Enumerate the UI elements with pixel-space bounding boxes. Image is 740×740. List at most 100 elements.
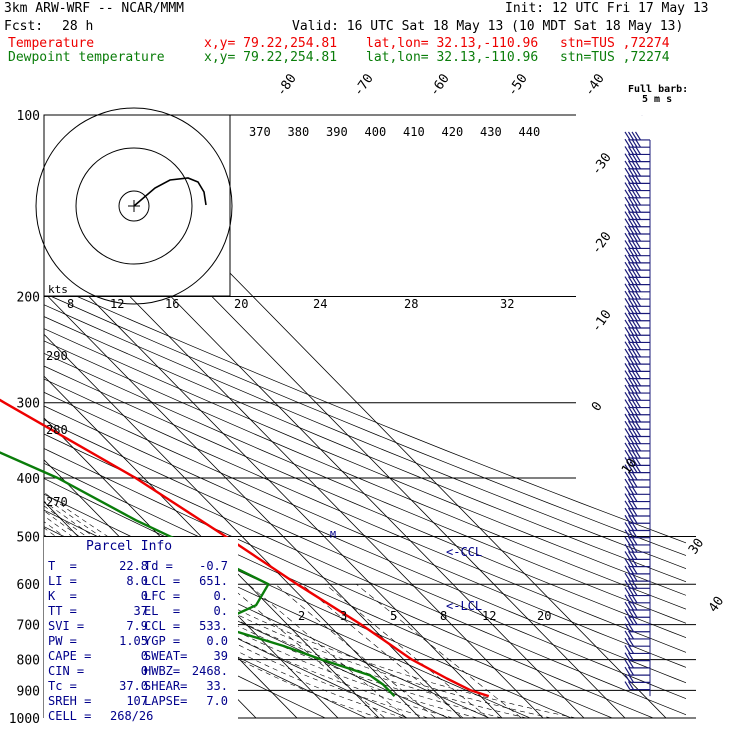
wind-barb: [624, 334, 650, 344]
barb-flag: [631, 269, 638, 278]
param-value: 107: [126, 694, 148, 708]
barb-flag: [627, 348, 635, 358]
barb-flag: [634, 377, 642, 387]
wind-barb: [624, 391, 650, 401]
barb-flag: [634, 435, 642, 445]
barb-flag: [627, 305, 635, 314]
barb-flag: [634, 131, 642, 141]
barb-flag: [627, 254, 635, 264]
model-title: 3km ARW-WRF -- NCAR/MMM: [4, 1, 185, 16]
theta-label: 390: [326, 125, 348, 139]
barb-flag: [634, 261, 642, 271]
dewpoint-station: stn=TUS ,72274: [560, 50, 670, 65]
wind-barb: [624, 420, 650, 430]
barb-flag: [624, 522, 631, 531]
barb-flag: [631, 587, 638, 596]
wind-barb: [624, 355, 650, 365]
wind-barb: [624, 471, 650, 481]
barb-flag: [624, 363, 631, 372]
isotherm-label: -80: [274, 71, 300, 99]
wind-barb: [624, 551, 650, 561]
param-label: LAPSE=: [144, 694, 188, 708]
barb-flag: [624, 449, 631, 459]
barb-flag: [624, 486, 631, 495]
barb-flag: [624, 580, 631, 589]
barb-flag: [634, 269, 642, 278]
isotherm-line: [0, 115, 10, 718]
param-value: 1.05: [119, 634, 148, 648]
barb-flag: [631, 572, 638, 582]
barb-flag: [627, 218, 635, 228]
wind-barb: [624, 514, 650, 524]
barb-flag: [634, 341, 642, 351]
barb-flag: [631, 247, 638, 256]
wind-barb: [624, 225, 650, 235]
barb-flag: [627, 529, 635, 539]
wind-barb: [624, 630, 650, 640]
barb-flag: [627, 486, 635, 495]
valid-time: Valid: 16 UTC Sat 18 May 13 (10 MDT Sat …: [292, 19, 684, 34]
barb-flag: [627, 283, 635, 293]
wind-barb: [624, 131, 650, 141]
wind-barb: [624, 326, 650, 336]
barb-flag: [624, 355, 631, 365]
hodograph: kts: [35, 107, 233, 305]
barb-flag: [634, 254, 642, 264]
barb-flag: [624, 160, 631, 170]
barb-flag: [627, 399, 635, 408]
barb-flag: [624, 536, 631, 546]
param-value: 7.9: [126, 619, 148, 633]
barb-flag: [631, 580, 638, 589]
wind-barb: [624, 681, 650, 691]
wind-barb: [624, 522, 650, 532]
barb-flag: [627, 269, 635, 278]
mixing-ratio-label: 8: [440, 609, 447, 623]
wind-barb: [624, 449, 650, 459]
wind-barb: [624, 623, 650, 633]
barb-flag: [634, 146, 642, 155]
wind-barb: [624, 601, 650, 611]
forecast-hours: 28 h: [62, 19, 94, 34]
param-label: Tc =: [48, 679, 77, 693]
pressure-label-1000: 1000: [9, 712, 40, 727]
wind-barb: [624, 486, 650, 495]
barb-flag: [631, 283, 638, 293]
barb-flag: [627, 558, 635, 567]
adiabat-line: [44, 378, 686, 653]
barb-flag: [634, 167, 642, 177]
wind-barb: [624, 146, 650, 156]
isotherm-label: -10: [589, 307, 615, 335]
barb-flag: [634, 276, 642, 285]
barb-flag: [624, 276, 631, 285]
theta-label: 440: [519, 125, 541, 139]
isotherm-label: -40: [582, 71, 608, 99]
barb-flag: [631, 261, 638, 271]
barb-flag: [631, 211, 638, 220]
barb-flag: [631, 370, 638, 379]
mixing-ratio-label: 12: [482, 609, 496, 623]
barb-flag: [624, 254, 631, 264]
param-label: SREH =: [48, 694, 92, 708]
barb-flag: [634, 355, 642, 365]
temperature-legend: Temperature: [8, 36, 95, 51]
barb-flag: [624, 464, 631, 473]
parcel-info-title: Parcel Info: [86, 539, 173, 554]
wind-barb: [624, 442, 650, 452]
barb-flag: [631, 319, 638, 329]
wind-barb: [624, 384, 650, 394]
barb-flag: [624, 623, 631, 633]
m-marker: M: [330, 530, 337, 541]
barb-flag: [634, 319, 642, 329]
param-label: CAPE =: [48, 649, 92, 663]
param-value: 0: [140, 664, 148, 678]
wind-barb: [624, 370, 650, 380]
theta-left-label: 280: [46, 423, 68, 437]
barb-flag: [624, 587, 631, 596]
pressure-label-600: 600: [17, 578, 40, 593]
theta-label: 380: [288, 125, 310, 139]
barb-flag: [624, 334, 631, 343]
adiabat-line: [44, 419, 686, 699]
barb-flag: [631, 175, 638, 184]
barb-flag: [631, 341, 638, 351]
barb-flag: [634, 138, 642, 148]
